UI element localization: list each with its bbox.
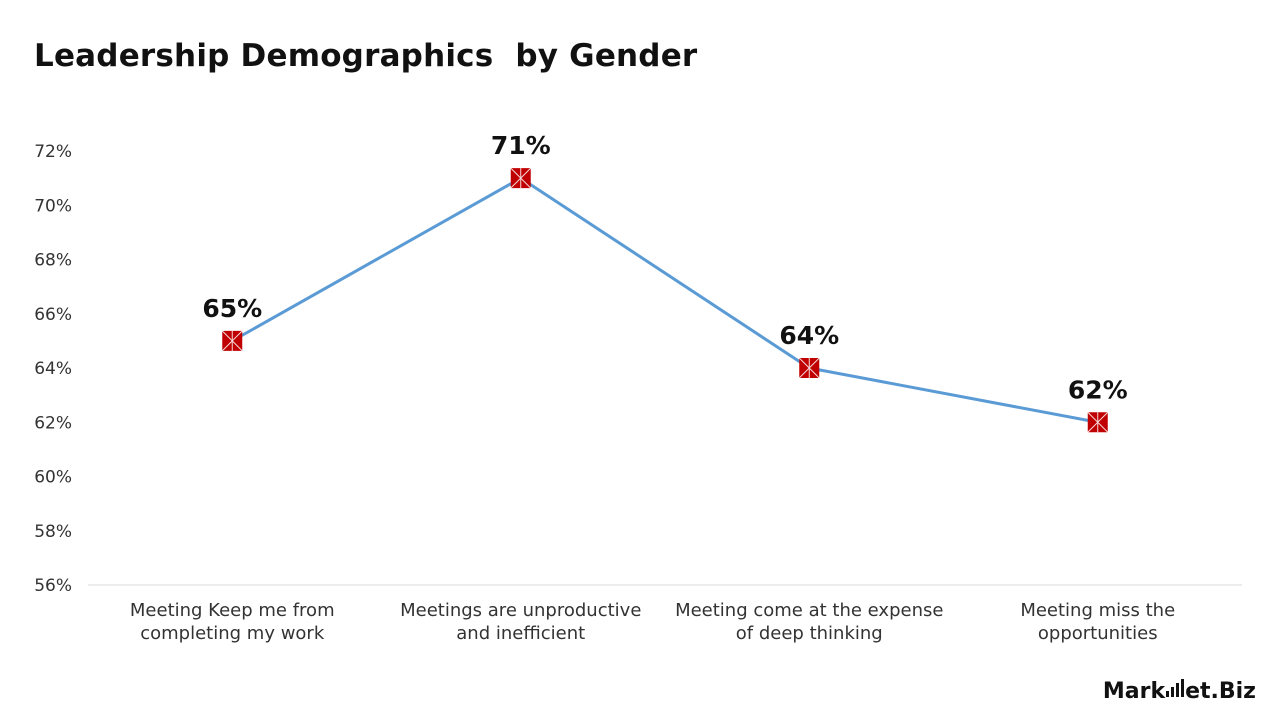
x-category-label-line: Meeting miss the bbox=[1020, 600, 1175, 621]
y-tick-label: 68% bbox=[34, 251, 72, 271]
x-category-label-line: Meetings are unproductive bbox=[400, 600, 641, 621]
x-category-label: Meetings are unproductive and inefficient bbox=[400, 600, 641, 644]
data-point-marker bbox=[1087, 411, 1109, 433]
data-point-marker bbox=[510, 167, 532, 189]
x-category-label-line: Meeting Keep me from bbox=[130, 600, 335, 621]
chart-title: Leadership Demographics by Gender bbox=[34, 38, 698, 74]
x-category-label: Meeting come at the expense of deep think… bbox=[675, 600, 943, 644]
x-category-label: Meeting Keep me from completing my work bbox=[130, 600, 335, 644]
brand-name-left: Mark bbox=[1102, 679, 1166, 704]
data-point-marker bbox=[221, 330, 243, 352]
data-label: 62% bbox=[1068, 375, 1128, 404]
y-tick-label: 70% bbox=[34, 196, 72, 216]
brand-name-right: et.Biz bbox=[1185, 679, 1256, 704]
data-point-marker bbox=[798, 357, 820, 379]
data-label: 71% bbox=[491, 131, 551, 160]
y-tick-label: 64% bbox=[34, 359, 72, 379]
brand-bars-icon bbox=[1166, 679, 1185, 697]
y-tick-label: 56% bbox=[34, 576, 72, 596]
brand-logo: Mark et.Biz bbox=[1103, 668, 1256, 704]
x-category-label-line: completing my work bbox=[140, 623, 325, 644]
x-category-label-line: and inefficient bbox=[456, 623, 585, 644]
data-label: 65% bbox=[202, 294, 262, 323]
y-tick-label: 58% bbox=[34, 522, 72, 542]
x-category-label-line: Meeting come at the expense bbox=[675, 600, 943, 621]
x-category-label-line: of deep thinking bbox=[736, 623, 883, 644]
x-category-label: Meeting miss the opportunities bbox=[1020, 600, 1175, 644]
y-tick-label: 66% bbox=[34, 305, 72, 325]
data-label: 64% bbox=[779, 321, 839, 350]
y-tick-label: 72% bbox=[34, 142, 72, 162]
x-category-label-line: opportunities bbox=[1038, 623, 1158, 644]
y-tick-label: 62% bbox=[34, 413, 72, 433]
y-tick-label: 60% bbox=[34, 468, 72, 488]
series-line bbox=[231, 176, 1099, 424]
